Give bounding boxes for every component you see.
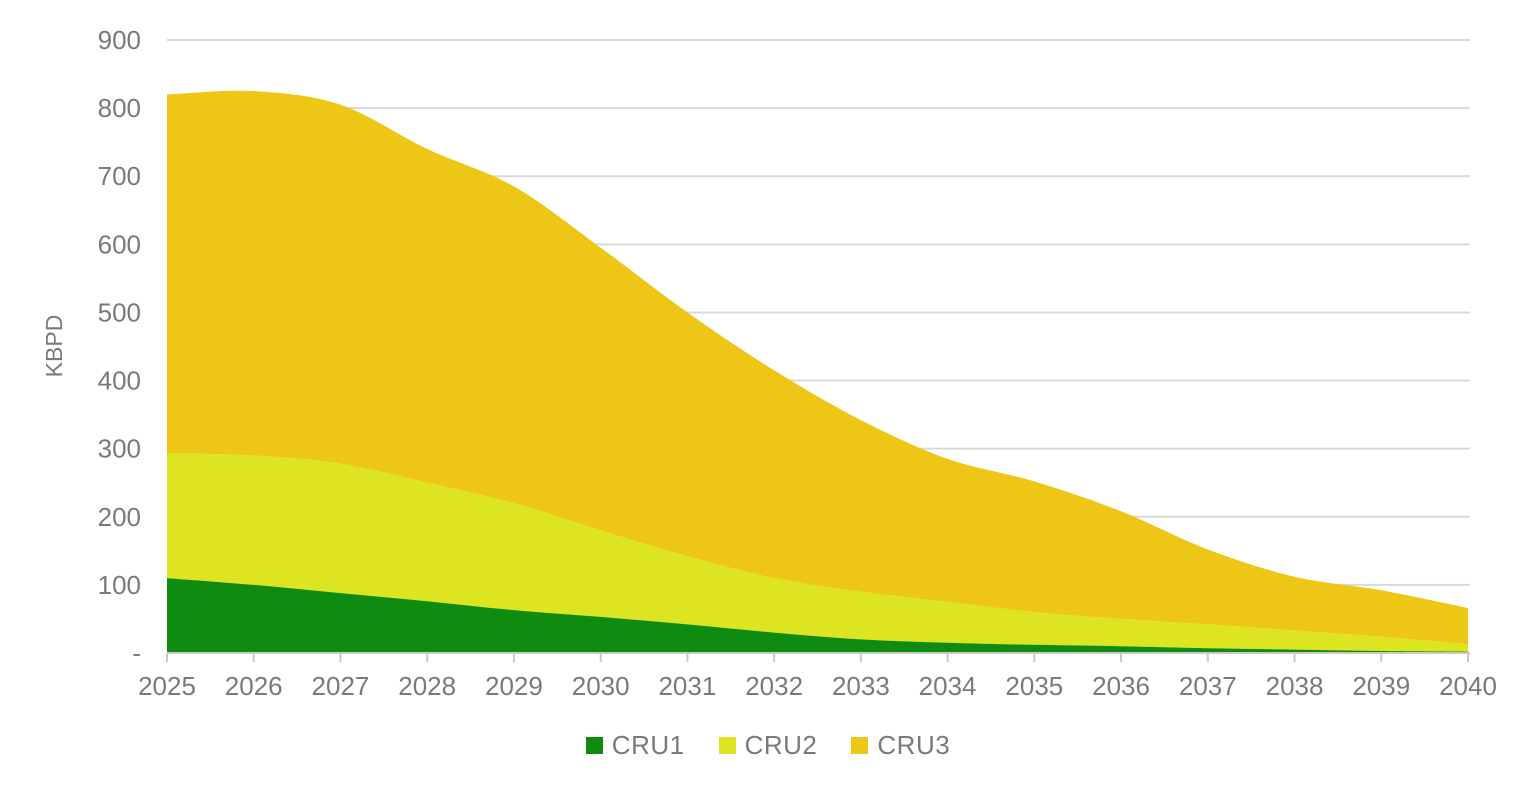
- x-tick-label-2031: 2031: [658, 671, 716, 701]
- legend-swatch-cru3: [851, 737, 869, 754]
- y-tick-label-700: 700: [98, 161, 141, 191]
- y-tick-label-900: 900: [98, 25, 141, 55]
- y-tick-label-500: 500: [98, 297, 141, 327]
- legend-label-cru1: CRU1: [611, 730, 685, 760]
- y-tick-label-0: -: [132, 638, 141, 668]
- x-tick-label-2035: 2035: [1005, 671, 1063, 701]
- x-tick-label-2033: 2033: [832, 671, 890, 701]
- area-cru1: [167, 578, 1468, 653]
- x-tick-label-2039: 2039: [1352, 671, 1410, 701]
- legend-item-cru2: CRU2: [718, 730, 818, 761]
- y-axis-title: KBPD: [41, 315, 67, 378]
- y-tick-label-200: 200: [98, 502, 141, 532]
- x-tick-label-2032: 2032: [745, 671, 803, 701]
- x-tick-label-2037: 2037: [1179, 671, 1237, 701]
- y-tick-label-400: 400: [98, 366, 141, 396]
- legend: CRU1 CRU2 CRU3: [0, 730, 1536, 761]
- area-cru2: [167, 453, 1468, 652]
- legend-item-cru3: CRU3: [851, 730, 950, 761]
- x-tick-label-2025: 2025: [138, 671, 196, 701]
- legend-label-cru2: CRU2: [744, 730, 818, 760]
- legend-swatch-cru1: [585, 737, 603, 754]
- x-tick-label-2040: 2040: [1439, 671, 1497, 701]
- y-tick-label-300: 300: [98, 434, 141, 464]
- y-tick-label-600: 600: [98, 229, 141, 259]
- x-tick-label-2036: 2036: [1092, 671, 1150, 701]
- x-tick-label-2029: 2029: [485, 671, 543, 701]
- x-tick-label-2028: 2028: [398, 671, 456, 701]
- x-tick-label-2038: 2038: [1266, 671, 1324, 701]
- legend-swatch-cru2: [718, 737, 736, 754]
- legend-item-cru1: CRU1: [585, 730, 685, 761]
- x-tick-label-2027: 2027: [312, 671, 370, 701]
- area-cru3: [167, 90, 1468, 645]
- y-tick-label-800: 800: [98, 93, 141, 123]
- x-tick-label-2030: 2030: [572, 671, 630, 701]
- x-tick-label-2034: 2034: [919, 671, 977, 701]
- legend-label-cru3: CRU3: [877, 730, 951, 760]
- x-tick-label-2026: 2026: [225, 671, 283, 701]
- y-tick-label-100: 100: [98, 570, 141, 600]
